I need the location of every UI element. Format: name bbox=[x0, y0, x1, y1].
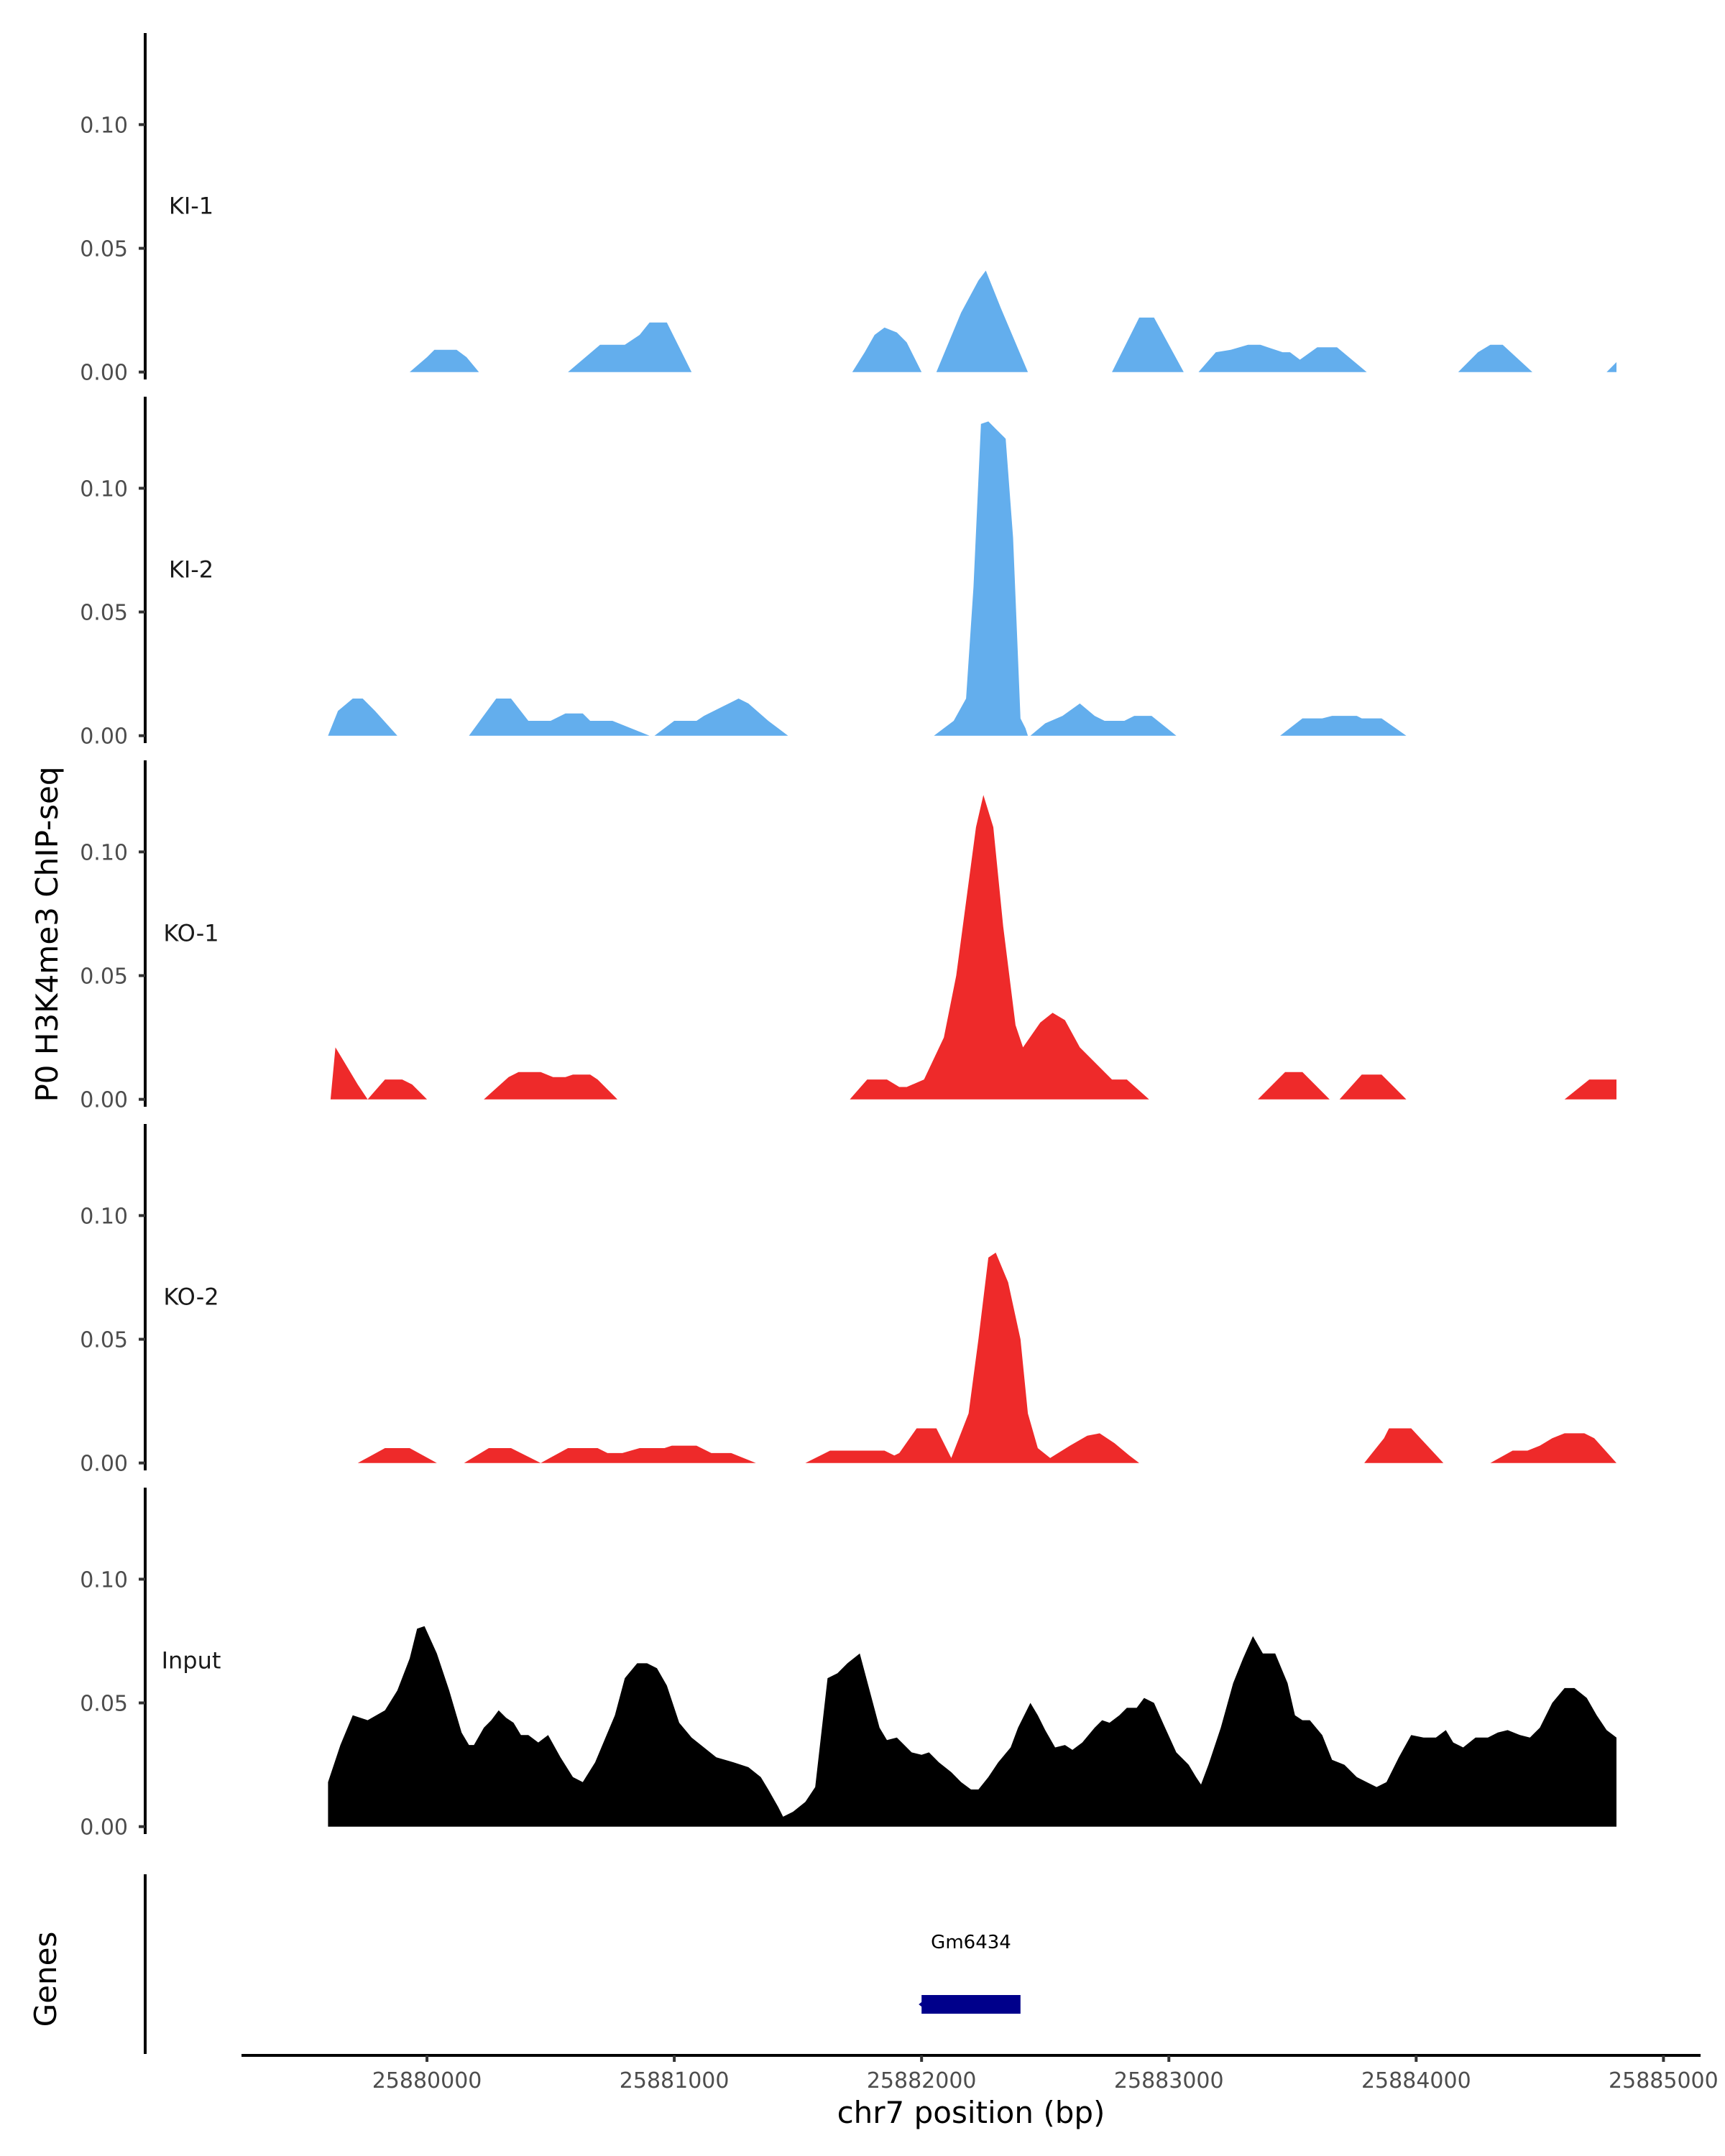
coverage-area-ki-1-2 bbox=[568, 322, 692, 372]
genes-axis-title: Genes bbox=[28, 1932, 63, 2027]
y-tick-label-ki-2: 0.10 bbox=[80, 476, 128, 502]
y-tick-label-ko-2: 0.10 bbox=[80, 1204, 128, 1229]
x-tick-label: 25883000 bbox=[1114, 2068, 1224, 2093]
x-tick-label: 25884000 bbox=[1361, 2068, 1471, 2093]
coverage-area-ki-1-8 bbox=[1606, 361, 1616, 372]
y-tick-label-input: 0.05 bbox=[80, 1692, 128, 1717]
coverage-area-ki-2-6 bbox=[1280, 716, 1407, 736]
y-axis-title: P0 H3K4me3 ChIP-seq bbox=[29, 766, 65, 1102]
coverage-area-ki-2-2 bbox=[469, 699, 650, 736]
coverage-area-ko-1-4 bbox=[850, 795, 1149, 1100]
track-label-ki-1: KI-1 bbox=[169, 192, 213, 219]
track-panel-input: 0.00 0.05 0.10 Input bbox=[80, 1488, 1616, 1841]
y-tick-label-ko-1: 0.00 bbox=[80, 1088, 128, 1113]
x-tick-label: 25881000 bbox=[620, 2068, 730, 2093]
y-tick-label-ki-2: 0.00 bbox=[80, 724, 128, 750]
coverage-area-ko-2-2 bbox=[464, 1448, 541, 1463]
coverage-area-input-1 bbox=[328, 1626, 1616, 1827]
coverage-area-ko-1-2 bbox=[367, 1079, 428, 1100]
coverage-area-ko-1-5 bbox=[1258, 1072, 1330, 1100]
genes-panel: Genes Gm6434 bbox=[28, 1874, 1021, 2054]
coverage-area-ko-2-3 bbox=[540, 1445, 756, 1463]
coverage-area-ki-2-4 bbox=[934, 421, 1029, 736]
y-tick-label-ko-2: 0.00 bbox=[80, 1452, 128, 1477]
track-label-ko-2: KO-2 bbox=[163, 1283, 218, 1310]
y-tick-label-input: 0.00 bbox=[80, 1815, 128, 1841]
coverage-area-ko-2-4 bbox=[805, 1253, 1139, 1463]
gene-strand-arrow bbox=[919, 1996, 929, 2012]
coverage-area-ko-2-6 bbox=[1490, 1433, 1616, 1463]
y-tick-label-ko-1: 0.10 bbox=[80, 840, 128, 865]
track-panel-ko-1: 0.00 0.05 0.10 KO-1 bbox=[80, 760, 1616, 1113]
coverage-area-ko-1-7 bbox=[1564, 1079, 1616, 1100]
coverage-area-ki-2-1 bbox=[328, 699, 397, 736]
y-tick-label-ko-1: 0.05 bbox=[80, 964, 128, 990]
track-panel-ki-2: 0.00 0.05 0.10 KI-2 bbox=[80, 397, 1407, 750]
x-axis-ticks: 25880000 25881000 25882000 25883000 25884000… bbox=[372, 2055, 1719, 2093]
gene-bar-gm6434[interactable] bbox=[921, 1995, 1021, 2014]
x-tick-label: 25885000 bbox=[1609, 2068, 1719, 2093]
track-label-ki-2: KI-2 bbox=[169, 556, 213, 583]
gene-label: Gm6434 bbox=[931, 1932, 1011, 1953]
y-tick-label-ki-1: 0.10 bbox=[80, 113, 128, 138]
track-label-ko-1: KO-1 bbox=[163, 919, 218, 946]
y-tick-label-ki-2: 0.05 bbox=[80, 601, 128, 626]
coverage-area-ko-2-1 bbox=[357, 1448, 437, 1463]
track-panel-ko-2: 0.00 0.05 0.10 KO-2 bbox=[80, 1124, 1616, 1477]
coverage-area-ki-2-3 bbox=[654, 699, 788, 736]
track-panels: 0.00 0.05 0.10 KI-1 0.00 0.05 0.10 KI-2 0.00 0.05… bbox=[80, 33, 1616, 1841]
y-tick-label-ki-1: 0.00 bbox=[80, 361, 128, 386]
track-panel-ki-1: 0.00 0.05 0.10 KI-1 bbox=[80, 33, 1616, 386]
x-axis-title: chr7 position (bp) bbox=[837, 2095, 1105, 2130]
coverage-area-ko-1-6 bbox=[1339, 1074, 1407, 1100]
y-tick-label-ko-2: 0.05 bbox=[80, 1328, 128, 1353]
coverage-area-ko-1-1 bbox=[330, 1047, 368, 1100]
x-axis: 25880000 25881000 25882000 25883000 25884000… bbox=[242, 2054, 1719, 2130]
coverage-area-ki-1-1 bbox=[410, 349, 479, 372]
x-tick-label: 25882000 bbox=[867, 2068, 977, 2093]
coverage-area-ki-1-7 bbox=[1458, 344, 1532, 372]
x-tick-label: 25880000 bbox=[372, 2068, 482, 2093]
y-tick-label-ki-1: 0.05 bbox=[80, 237, 128, 262]
coverage-area-ki-1-6 bbox=[1198, 344, 1367, 372]
coverage-area-ko-1-3 bbox=[484, 1072, 617, 1100]
coverage-area-ki-1-4 bbox=[936, 270, 1029, 372]
track-label-input: Input bbox=[162, 1646, 221, 1674]
coverage-area-ki-1-3 bbox=[852, 327, 922, 372]
coverage-area-ki-2-5 bbox=[1030, 703, 1177, 736]
coverage-area-ki-1-5 bbox=[1112, 317, 1184, 372]
coverage-area-ko-2-5 bbox=[1364, 1428, 1444, 1463]
y-tick-label-input: 0.10 bbox=[80, 1567, 128, 1593]
